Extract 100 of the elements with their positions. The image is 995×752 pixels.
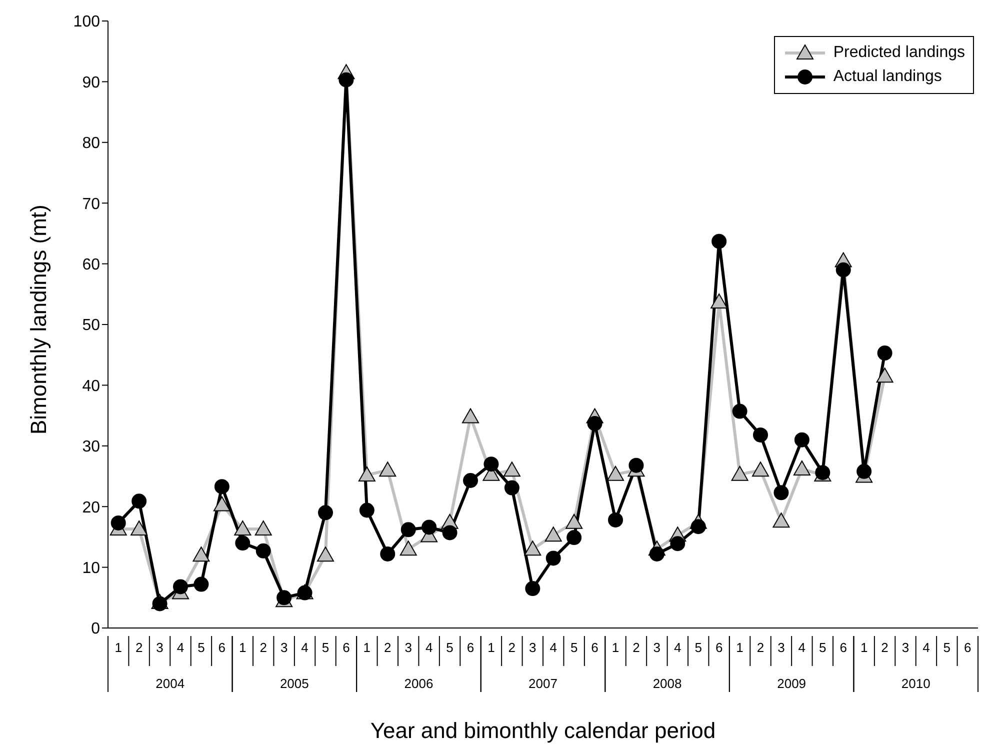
point	[192, 546, 210, 562]
point	[462, 408, 479, 424]
point	[877, 346, 892, 361]
point	[753, 427, 768, 442]
point	[836, 262, 851, 278]
point	[566, 530, 582, 546]
point	[234, 520, 252, 536]
point	[379, 462, 396, 477]
text: 2006	[404, 676, 434, 691]
x-tick-label: 6	[964, 640, 972, 655]
point	[732, 404, 748, 419]
x-tick-label: 4	[674, 640, 682, 655]
x-tick-label: 3	[529, 640, 536, 655]
y-tick-label: 50	[82, 317, 100, 334]
x-tick-label: 4	[176, 640, 184, 655]
x-tick-label: 4	[922, 640, 930, 655]
x-tick-label: 3	[778, 640, 785, 655]
point	[566, 514, 583, 529]
text: 2009	[777, 676, 806, 691]
point	[213, 496, 230, 512]
x-tick-label: 6	[466, 640, 474, 655]
y-axis-title: Bimonthly landings (mt)	[26, 204, 51, 434]
y-tick-label: 0	[91, 620, 100, 638]
point	[380, 546, 396, 562]
point	[628, 458, 644, 473]
x-tick-label: 2	[881, 640, 888, 655]
point	[607, 466, 624, 481]
x-tick-label: 2	[508, 640, 516, 655]
point	[712, 234, 727, 249]
x-tick-label: 2	[384, 640, 392, 655]
x-tick-label: 1	[114, 640, 122, 655]
point	[774, 485, 789, 500]
x-tick-label: 4	[425, 640, 433, 655]
text: 2007	[528, 676, 558, 691]
x-tick-label: 2	[260, 640, 267, 655]
x-tick-label: 1	[612, 640, 620, 655]
point	[793, 460, 810, 476]
x-tick-label: 3	[156, 640, 164, 655]
text: 2005	[280, 676, 309, 691]
point	[524, 540, 542, 556]
point	[794, 432, 810, 448]
point	[132, 494, 147, 509]
point	[359, 502, 374, 518]
x-tick-label: 3	[653, 640, 661, 655]
x-tick-label: 3	[404, 640, 412, 655]
point	[130, 520, 148, 536]
point	[173, 579, 188, 594]
x-tick-label: 5	[694, 640, 702, 655]
point	[110, 515, 126, 530]
point	[442, 525, 458, 540]
y-tick-label: 70	[82, 196, 100, 213]
legend-label: Predicted landings	[833, 44, 965, 62]
y-tick-label: 100	[73, 14, 100, 31]
point	[254, 520, 272, 536]
x-tick-label: 6	[342, 640, 350, 655]
point	[608, 512, 623, 528]
point	[484, 456, 499, 472]
x-tick-label: 2	[135, 640, 143, 655]
point	[546, 550, 561, 566]
y-tick-label: 20	[82, 499, 100, 516]
point	[670, 536, 686, 552]
point	[504, 480, 520, 496]
y-tick-label: 90	[82, 74, 100, 92]
y-tick-label: 60	[82, 256, 100, 274]
point	[152, 596, 168, 612]
point	[856, 464, 872, 479]
legend-label: Actual landings	[833, 68, 942, 86]
point	[772, 512, 790, 528]
x-tick-label: 1	[363, 640, 371, 655]
point	[214, 479, 230, 494]
x-tick-label: 1	[488, 640, 495, 655]
x-tick-label: 6	[840, 640, 847, 655]
x-tick-label: 3	[280, 640, 288, 655]
x-tick-label: 1	[239, 640, 246, 655]
x-tick-label: 3	[902, 640, 910, 655]
point	[731, 466, 748, 481]
point	[358, 466, 376, 482]
x-tick-label: 4	[301, 640, 308, 655]
x-tick-label: 2	[632, 640, 640, 655]
point	[194, 576, 209, 592]
point	[338, 72, 354, 88]
point	[400, 540, 417, 556]
x-tick-label: 1	[860, 640, 868, 655]
x-tick-label: 6	[715, 640, 723, 655]
x-tick-label: 6	[218, 640, 226, 655]
x-tick-label: 5	[198, 640, 205, 655]
point	[525, 581, 540, 596]
x-tick-label: 4	[550, 640, 557, 655]
point	[400, 522, 416, 538]
x-tick-label: 6	[591, 640, 598, 655]
x-tick-label: 5	[943, 640, 951, 655]
point	[690, 519, 706, 534]
text: 2004	[156, 676, 185, 691]
point	[463, 473, 478, 488]
point	[318, 505, 333, 520]
y-tick-label: 10	[82, 560, 100, 577]
point	[235, 536, 250, 551]
point	[317, 546, 334, 562]
point	[503, 462, 520, 477]
y-tick-label: 30	[82, 438, 100, 456]
